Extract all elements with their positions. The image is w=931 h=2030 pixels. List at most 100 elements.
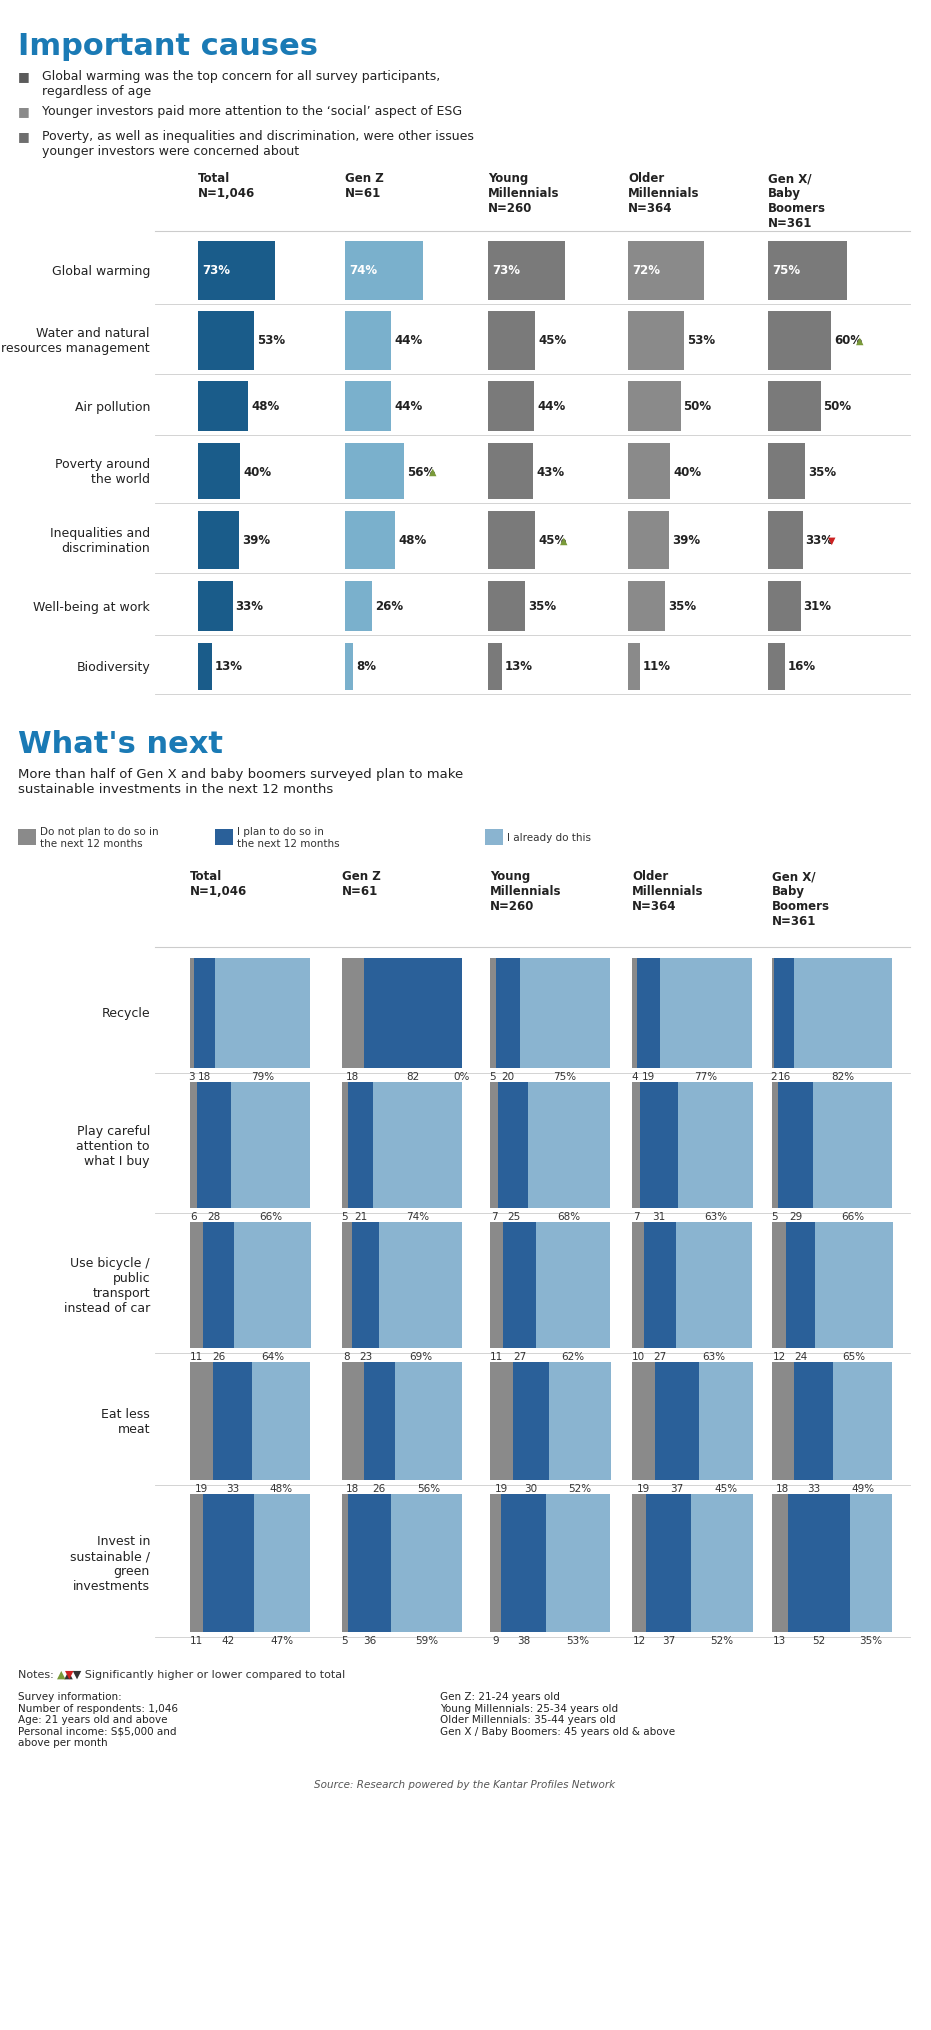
Bar — [768, 644, 785, 690]
Text: 5: 5 — [342, 1212, 348, 1222]
Bar — [488, 445, 533, 499]
Text: 8%: 8% — [357, 660, 376, 674]
Bar — [490, 958, 496, 1068]
Bar — [345, 242, 423, 300]
Text: Older
Millennials
N=364: Older Millennials N=364 — [628, 173, 699, 215]
Text: 35%: 35% — [668, 601, 695, 613]
Text: 18: 18 — [346, 1484, 359, 1494]
Bar — [373, 1082, 462, 1208]
Text: ▲: ▲ — [429, 467, 437, 477]
Text: Total
N=1,046: Total N=1,046 — [190, 869, 248, 897]
Text: 16: 16 — [777, 1072, 790, 1082]
Bar — [198, 382, 249, 432]
Bar — [488, 242, 564, 300]
Text: 72%: 72% — [632, 264, 660, 278]
Bar — [345, 583, 372, 631]
Bar — [677, 1222, 752, 1348]
Text: 52: 52 — [812, 1636, 826, 1644]
Bar — [379, 1222, 462, 1348]
Bar — [488, 382, 534, 432]
Text: 28: 28 — [208, 1212, 221, 1222]
Text: Biodiversity: Biodiversity — [76, 660, 150, 674]
Text: 5: 5 — [772, 1212, 778, 1222]
Bar — [364, 1362, 395, 1480]
Text: 45%: 45% — [538, 335, 566, 347]
Bar — [345, 313, 391, 371]
Bar — [546, 1494, 610, 1632]
Text: 53%: 53% — [567, 1636, 589, 1644]
Bar — [488, 644, 502, 690]
Bar — [503, 1222, 535, 1348]
Bar — [691, 1494, 753, 1632]
Text: 26: 26 — [372, 1484, 385, 1494]
Text: Eat less
meat: Eat less meat — [101, 1407, 150, 1435]
Text: 49%: 49% — [851, 1484, 874, 1494]
Bar — [496, 958, 520, 1068]
Bar — [194, 958, 215, 1068]
Bar — [348, 1082, 373, 1208]
Bar — [345, 644, 354, 690]
Bar — [198, 445, 240, 499]
Text: 26: 26 — [212, 1352, 225, 1362]
Text: 12: 12 — [632, 1636, 646, 1644]
Text: Source: Research powered by the Kantar Profiles Network: Source: Research powered by the Kantar P… — [315, 1778, 615, 1788]
Text: 30: 30 — [524, 1484, 537, 1494]
Text: 20: 20 — [502, 1072, 515, 1082]
Bar — [793, 958, 892, 1068]
Bar — [768, 313, 831, 371]
Text: 7: 7 — [633, 1212, 640, 1222]
Text: 33: 33 — [807, 1484, 820, 1494]
Text: Important causes: Important causes — [18, 32, 318, 61]
Text: 37: 37 — [662, 1636, 675, 1644]
Text: Recycle: Recycle — [101, 1007, 150, 1019]
Bar — [632, 1362, 654, 1480]
Bar — [632, 958, 637, 1068]
Bar — [198, 512, 239, 570]
Bar — [768, 583, 801, 631]
Bar — [628, 583, 665, 631]
Bar — [342, 1362, 364, 1480]
Bar — [628, 382, 681, 432]
Text: ▲: ▲ — [856, 335, 863, 345]
Text: Gen Z: 21-24 years old
Young Millennials: 25-34 years old
Older Millennials: 35-: Gen Z: 21-24 years old Young Millennials… — [440, 1691, 675, 1736]
Text: 56%: 56% — [407, 465, 435, 479]
Bar — [252, 1362, 310, 1480]
Bar — [490, 1082, 498, 1208]
Text: Notes:   ▲▼ Significantly higher or lower compared to total: Notes: ▲▼ Significantly higher or lower … — [18, 1669, 345, 1679]
Text: 39%: 39% — [672, 534, 700, 548]
Bar — [654, 1362, 699, 1480]
Bar — [190, 1082, 197, 1208]
Text: 64%: 64% — [262, 1352, 284, 1362]
Text: 66%: 66% — [259, 1212, 282, 1222]
Bar — [190, 1362, 213, 1480]
Text: Gen X/
Baby
Boomers
N=361: Gen X/ Baby Boomers N=361 — [772, 869, 830, 928]
Text: 69%: 69% — [409, 1352, 432, 1362]
Text: 35%: 35% — [859, 1636, 883, 1644]
Bar — [768, 382, 820, 432]
Text: 31%: 31% — [803, 601, 831, 613]
Text: 50%: 50% — [683, 400, 711, 414]
Text: 5: 5 — [342, 1636, 348, 1644]
Bar — [488, 583, 525, 631]
Bar — [768, 512, 803, 570]
Text: 53%: 53% — [257, 335, 285, 347]
Text: 44%: 44% — [394, 335, 423, 347]
Bar — [775, 958, 793, 1068]
Text: 53%: 53% — [687, 335, 715, 347]
Text: 18: 18 — [776, 1484, 789, 1494]
Text: Survey information:
Number of respondents: 1,046
Age: 21 years old and above
Per: Survey information: Number of respondent… — [18, 1691, 178, 1748]
Bar — [203, 1494, 253, 1632]
Text: 75%: 75% — [772, 264, 800, 278]
Text: 27: 27 — [513, 1352, 526, 1362]
Bar — [816, 1222, 893, 1348]
Text: 63%: 63% — [704, 1212, 727, 1222]
Text: 21: 21 — [354, 1212, 367, 1222]
Text: Gen Z
N=61: Gen Z N=61 — [345, 173, 384, 199]
Bar — [520, 958, 610, 1068]
Text: 4: 4 — [631, 1072, 638, 1082]
Text: 11%: 11% — [642, 660, 670, 674]
Text: 25: 25 — [506, 1212, 520, 1222]
Text: 62%: 62% — [561, 1352, 585, 1362]
Text: Invest in
sustainable /
green
investments: Invest in sustainable / green investment… — [70, 1535, 150, 1592]
Bar — [345, 445, 404, 499]
